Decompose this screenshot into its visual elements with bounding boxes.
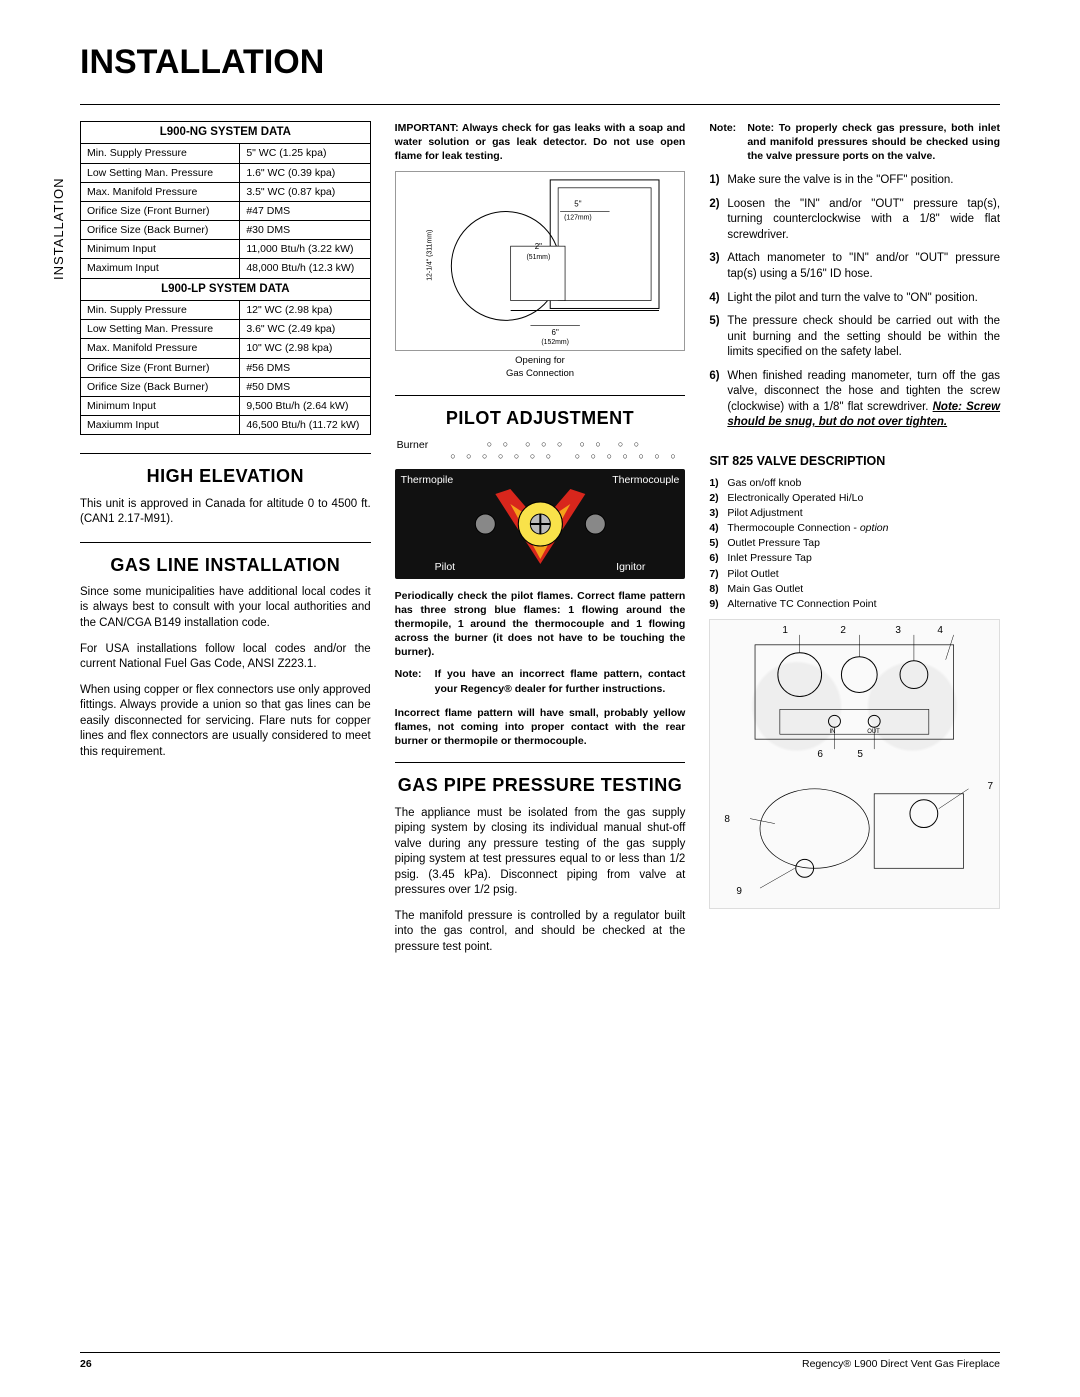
list-item: 8)Main Gas Outlet xyxy=(709,582,1000,596)
svg-text:(127mm): (127mm) xyxy=(564,215,592,222)
gas-line-p3: When using copper or flex connectors use… xyxy=(80,683,371,761)
incorrect-flame-note: Incorrect flame pattern will have small,… xyxy=(395,706,686,749)
product-name: Regency® L900 Direct Vent Gas Fireplace xyxy=(802,1357,1000,1371)
list-item: 3)Pilot Adjustment xyxy=(709,506,1000,520)
list-item: 6)Inlet Pressure Tap xyxy=(709,551,1000,565)
svg-text:2": 2" xyxy=(534,243,541,252)
table-row: Min. Supply Pressure5" WC (1.25 kpa) xyxy=(81,144,371,163)
valve-diagram: IN OUT 1 2 3 4 xyxy=(709,619,1000,909)
svg-text:(51mm): (51mm) xyxy=(526,254,550,261)
high-elevation-heading: HIGH ELEVATION xyxy=(80,464,371,488)
table-row: Orifice Size (Back Burner)#30 DMS xyxy=(81,221,371,240)
high-elevation-body: This unit is approved in Canada for alti… xyxy=(80,497,371,528)
table-row: Maxiumm Input46,500 Btu/h (11.72 kW) xyxy=(81,416,371,435)
gas-line-p1: Since some municipalities have additiona… xyxy=(80,585,371,632)
table-row: Minimum Input11,000 Btu/h (3.22 kW) xyxy=(81,240,371,259)
list-item: 1)Make sure the valve is in the "OFF" po… xyxy=(709,173,1000,189)
table-row: Low Setting Man. Pressure3.6" WC (2.49 k… xyxy=(81,320,371,339)
gas-pressure-heading: GAS PIPE PRESSURE TESTING xyxy=(395,773,686,797)
page-title: INSTALLATION xyxy=(80,40,1000,86)
gas-line-heading: GAS LINE INSTALLATION xyxy=(80,553,371,577)
valve-desc-heading: SIT 825 VALVE DESCRIPTION xyxy=(709,453,1000,470)
pressure-steps: 1)Make sure the valve is in the "OFF" po… xyxy=(709,173,1000,360)
table-row: Max. Manifold Pressure3.5" WC (0.87 kpa) xyxy=(81,182,371,201)
lp-table-header: L900-LP SYSTEM DATA xyxy=(81,278,371,301)
table-row: Orifice Size (Back Burner)#50 DMS xyxy=(81,377,371,396)
table-row: Orifice Size (Front Burner)#47 DMS xyxy=(81,201,371,220)
list-item: 2)Loosen the "IN" and/or "OUT" pressure … xyxy=(709,197,1000,244)
diagram-caption: Opening forGas Connection xyxy=(395,355,686,381)
svg-text:OUT: OUT xyxy=(868,729,881,735)
table-row: Maximum Input48,000 Btu/h (12.3 kW) xyxy=(81,259,371,278)
svg-text:5": 5" xyxy=(574,200,581,209)
pilot-adjustment-heading: PILOT ADJUSTMENT xyxy=(395,406,686,430)
column-3: Note: Note: To properly check gas pressu… xyxy=(709,121,1000,965)
table-row: Orifice Size (Front Burner)#56 DMS xyxy=(81,358,371,377)
list-item: 4)Thermocouple Connection - option xyxy=(709,521,1000,535)
page-number: 26 xyxy=(80,1357,92,1371)
important-note: IMPORTANT: Always check for gas leaks wi… xyxy=(395,121,686,164)
ng-system-table: L900-NG SYSTEM DATA Min. Supply Pressure… xyxy=(80,121,371,435)
side-tab: INSTALLATION xyxy=(50,177,68,280)
list-item: 9)Alternative TC Connection Point xyxy=(709,597,1000,611)
pilot-diagram: Thermopile Thermocouple Pilot Ignitor xyxy=(395,469,686,579)
list-item: 7)Pilot Outlet xyxy=(709,567,1000,581)
column-2: IMPORTANT: Always check for gas leaks wi… xyxy=(395,121,686,965)
svg-text:(152mm): (152mm) xyxy=(541,339,569,346)
title-rule xyxy=(80,104,1000,105)
gas-connection-diagram: 5" (127mm) 2" (51mm) 6" (152mm) 12-1/4" … xyxy=(395,171,686,351)
burner-label: Burner xyxy=(397,438,429,452)
gas-line-p2: For USA installations follow local codes… xyxy=(80,642,371,673)
list-item: 5)The pressure check should be carried o… xyxy=(709,314,1000,361)
column-1: L900-NG SYSTEM DATA Min. Supply Pressure… xyxy=(80,121,371,965)
list-item: 5)Outlet Pressure Tap xyxy=(709,536,1000,550)
pressure-check-note: Note: Note: To properly check gas pressu… xyxy=(709,121,1000,164)
step-6: When finished reading manometer, turn of… xyxy=(727,369,1000,431)
table-row: Low Setting Man. Pressure1.6" WC (0.39 k… xyxy=(81,163,371,182)
table-row: Max. Manifold Pressure10" WC (2.98 kpa) xyxy=(81,339,371,358)
ng-table-header: L900-NG SYSTEM DATA xyxy=(81,121,371,144)
footer: 26 Regency® L900 Direct Vent Gas Firepla… xyxy=(80,1352,1000,1371)
svg-text:12-1/4" (311mm): 12-1/4" (311mm) xyxy=(426,230,433,281)
pressure-p1: The appliance must be isolated from the … xyxy=(395,806,686,899)
pilot-note: Note: If you have an incorrect flame pat… xyxy=(395,667,686,695)
svg-text:6": 6" xyxy=(551,329,558,338)
pilot-check-note: Periodically check the pilot flames. Cor… xyxy=(395,589,686,660)
list-item: 4)Light the pilot and turn the valve to … xyxy=(709,291,1000,307)
table-row: Min. Supply Pressure12" WC (2.98 kpa) xyxy=(81,301,371,320)
valve-list: 1)Gas on/off knob2)Electronically Operat… xyxy=(709,476,1000,612)
list-item: 2)Electronically Operated Hi/Lo xyxy=(709,491,1000,505)
list-item: 3)Attach manometer to "IN" and/or "OUT" … xyxy=(709,251,1000,282)
list-item: 1)Gas on/off knob xyxy=(709,476,1000,490)
pressure-p2: The manifold pressure is controlled by a… xyxy=(395,909,686,956)
table-row: Minimum Input9,500 Btu/h (2.64 kW) xyxy=(81,396,371,415)
